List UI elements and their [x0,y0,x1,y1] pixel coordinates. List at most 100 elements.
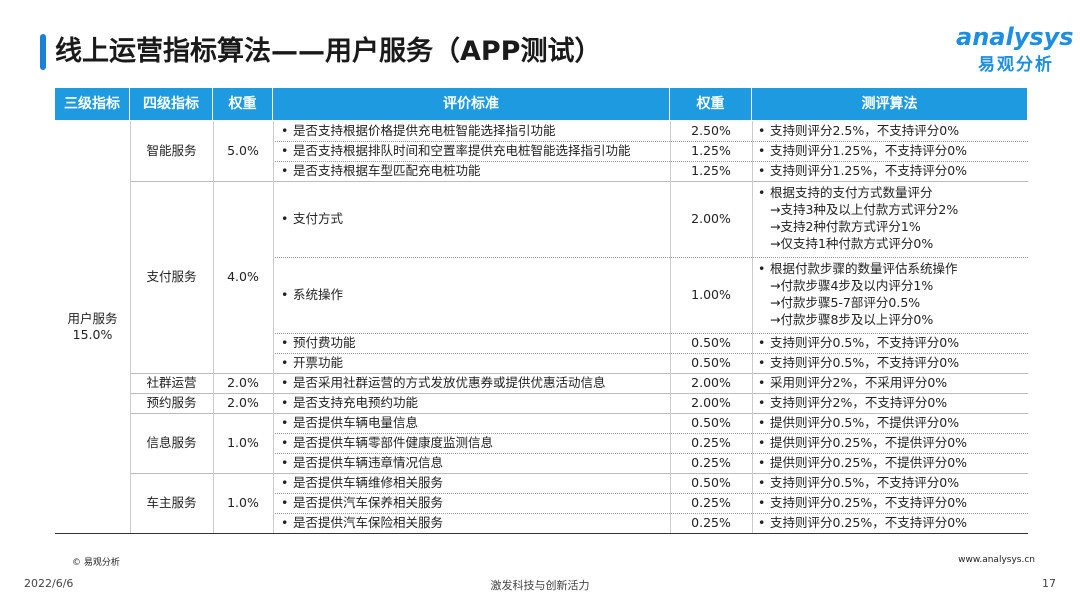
criterion: 是否支持根据车型匹配充电桩功能 [277,161,481,181]
method: 提供则评分0.25%，不提供评分0% [754,433,967,453]
level3-name: 用户服务 [67,311,118,326]
group-divider [130,473,1028,474]
item-weight: 0.50% [691,355,731,370]
row-divider [273,161,1028,162]
method: 根据支持的支付方式数量评分 [754,184,933,201]
criterion: 是否提供汽车保险相关服务 [277,513,443,533]
group-divider [130,393,1028,394]
group-weight: 2.0% [227,395,259,410]
row-divider [273,493,1028,494]
row-divider [273,353,1028,354]
method: →支持2种付款方式评分1% [770,219,921,234]
header-cell: 四级指标 [130,88,213,120]
criterion: 是否提供车辆维修相关服务 [277,473,443,493]
level3-weight: 15.0% [72,327,113,342]
row-divider [273,141,1028,142]
criterion: 是否提供车辆电量信息 [277,413,418,433]
method: 支持则评分1.25%，不支持评分0% [754,141,967,161]
group-name: 车主服务 [146,495,197,510]
method: 支持则评分0.25%，不支持评分0% [754,493,967,513]
group-name: 社群运营 [146,375,197,390]
column-divider [213,121,214,533]
group-weight: 1.0% [227,435,259,450]
date: 2022/6/6 [24,577,74,590]
method: 支持则评分2.5%，不支持评分0% [754,121,959,141]
slogan: 激发科技与创新活力 [490,579,590,592]
column-divider [273,121,274,533]
criterion: 是否提供车辆零部件健康度监测信息 [277,433,493,453]
title-bar [40,34,46,70]
item-weight: 0.25% [691,435,731,450]
method: 支持则评分2%，不支持评分0% [754,393,947,413]
group-name: 信息服务 [146,435,197,450]
copyright: © 易观分析 [72,558,120,568]
header-cell: 测评算法 [752,88,1028,120]
item-weight: 2.00% [691,375,731,390]
method: 支持则评分0.5%，不支持评分0% [754,473,959,493]
method: 支持则评分1.25%，不支持评分0% [754,161,967,181]
column-divider [752,121,753,533]
group-weight: 5.0% [227,143,259,158]
method: →支持3种及以上付款方式评分2% [770,202,959,217]
logo-brand: analysys [956,23,1074,51]
criterion: 是否支持充电预约功能 [277,393,418,413]
method: 支持则评分0.5%，不支持评分0% [754,333,959,353]
item-weight: 0.25% [691,455,731,470]
group-weight: 4.0% [227,269,259,284]
item-weight: 0.50% [691,335,731,350]
website: www.analysys.cn [958,555,1035,565]
group-name: 预约服务 [146,395,197,410]
item-weight: 0.25% [691,495,731,510]
table-bottom [55,533,1028,534]
row-divider [273,513,1028,514]
item-weight: 2.00% [691,395,731,410]
row-divider [273,257,1028,258]
title: 线上运营指标算法——用户服务（APP测试） [55,36,602,67]
header-cell: 三级指标 [55,88,130,120]
column-divider [130,121,131,533]
method: 提供则评分0.5%，不提供评分0% [754,413,959,433]
logo-name: 易观分析 [978,55,1054,75]
item-weight: 2.00% [691,211,731,226]
header-cell: 评价标准 [273,88,670,120]
method: 采用则评分2%，不采用评分0% [754,373,947,393]
column-divider [670,121,671,533]
method: →付款步骤8步及以上评分0% [770,312,934,327]
header-cell: 权重 [670,88,752,120]
row-divider [273,333,1028,334]
group-divider [130,181,1028,182]
item-weight: 1.25% [691,143,731,158]
method: 提供则评分0.25%，不提供评分0% [754,453,967,473]
criterion: 系统操作 [277,285,343,305]
method: 支持则评分0.25%，不支持评分0% [754,513,967,533]
criterion: 支付方式 [277,209,343,229]
criterion: 是否提供汽车保养相关服务 [277,493,443,513]
group-divider [130,413,1028,414]
method: 根据付款步骤的数量评估系统操作 [754,260,958,277]
row-divider [273,433,1028,434]
group-weight: 1.0% [227,495,259,510]
page-number: 17 [1042,577,1056,590]
item-weight: 0.50% [691,475,731,490]
criterion: 预付费功能 [277,333,356,353]
group-name: 支付服务 [146,269,197,284]
method: →仅支持1种付款方式评分0% [770,236,934,251]
criterion: 是否支持根据价格提供充电桩智能选择指引功能 [277,121,556,141]
method: →付款步骤4步及以内评分1% [770,278,934,293]
method: →付款步骤5-7部评分0.5% [770,295,921,310]
criterion: 是否采用社群运营的方式发放优惠券或提供优惠活动信息 [277,373,606,393]
item-weight: 2.50% [691,123,731,138]
criterion: 是否支持根据排队时间和空置率提供充电桩智能选择指引功能 [277,141,631,161]
criterion: 开票功能 [277,353,343,373]
item-weight: 1.25% [691,163,731,178]
group-name: 智能服务 [146,143,197,158]
method: 支持则评分0.5%，不支持评分0% [754,353,959,373]
group-weight: 2.0% [227,375,259,390]
item-weight: 0.50% [691,415,731,430]
row-divider [273,453,1028,454]
item-weight: 0.25% [691,515,731,530]
criterion: 是否提供车辆违章情况信息 [277,453,443,473]
item-weight: 1.00% [691,287,731,302]
